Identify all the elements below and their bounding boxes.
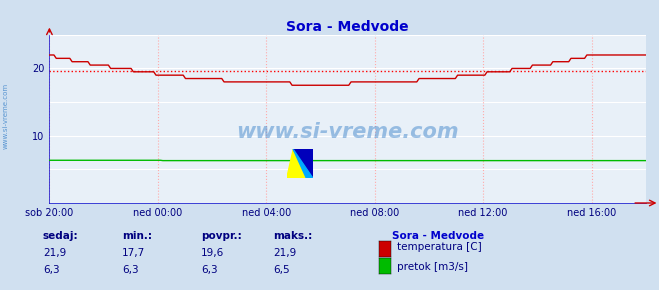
Polygon shape bbox=[287, 149, 313, 178]
Text: www.si-vreme.com: www.si-vreme.com bbox=[237, 122, 459, 142]
Text: 6,5: 6,5 bbox=[273, 265, 290, 275]
Text: 17,7: 17,7 bbox=[122, 248, 145, 258]
Text: 6,3: 6,3 bbox=[122, 265, 138, 275]
Text: 6,3: 6,3 bbox=[43, 265, 59, 275]
Polygon shape bbox=[293, 149, 313, 178]
Text: min.:: min.: bbox=[122, 231, 152, 240]
Text: povpr.:: povpr.: bbox=[201, 231, 242, 240]
Text: pretok [m3/s]: pretok [m3/s] bbox=[397, 262, 468, 272]
Title: Sora - Medvode: Sora - Medvode bbox=[286, 20, 409, 34]
Text: sedaj:: sedaj: bbox=[43, 231, 78, 240]
Text: maks.:: maks.: bbox=[273, 231, 313, 240]
Text: 21,9: 21,9 bbox=[43, 248, 66, 258]
Text: 21,9: 21,9 bbox=[273, 248, 297, 258]
Text: temperatura [C]: temperatura [C] bbox=[397, 242, 482, 252]
Text: 6,3: 6,3 bbox=[201, 265, 217, 275]
Polygon shape bbox=[293, 149, 313, 178]
Text: 19,6: 19,6 bbox=[201, 248, 224, 258]
Text: www.si-vreme.com: www.si-vreme.com bbox=[2, 83, 9, 149]
Text: Sora - Medvode: Sora - Medvode bbox=[392, 231, 484, 240]
